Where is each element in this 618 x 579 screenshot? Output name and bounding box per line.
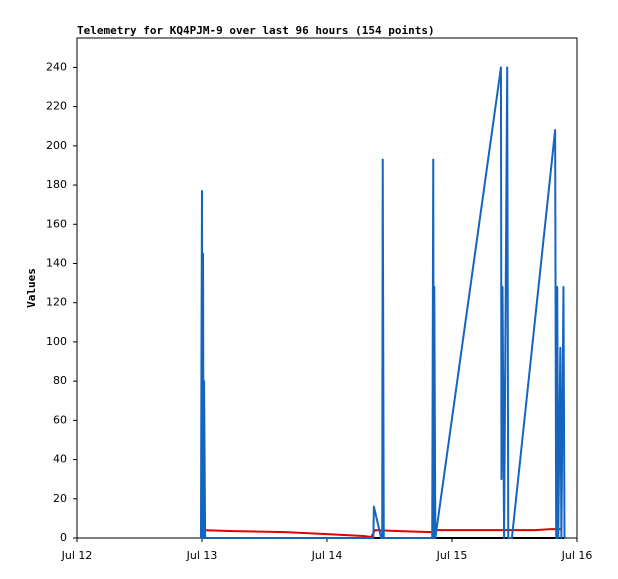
y-tick-label: 180	[46, 178, 67, 191]
y-tick-label: 100	[46, 335, 67, 348]
chart-title: Telemetry for KQ4PJM-9 over last 96 hour…	[77, 24, 435, 37]
y-tick-label: 160	[46, 217, 67, 230]
series-line	[199, 66, 566, 539]
y-tick-label: 20	[53, 492, 67, 505]
x-tick-label: Jul 12	[61, 549, 93, 562]
y-tick-label: 220	[46, 100, 67, 113]
y-tick-label: 60	[53, 413, 67, 426]
x-tick-label: Jul 16	[561, 549, 593, 562]
x-tick-label: Jul 15	[436, 549, 468, 562]
y-axis-label: Values	[25, 268, 38, 308]
y-tick-label: 0	[60, 531, 67, 544]
x-tick-label: Jul 13	[186, 549, 218, 562]
y-tick-label: 200	[46, 139, 67, 152]
y-tick-label: 80	[53, 374, 67, 387]
y-tick-label: 40	[53, 453, 67, 466]
y-tick-label: 240	[46, 60, 67, 73]
series-line	[201, 528, 562, 539]
y-tick-label: 120	[46, 296, 67, 309]
x-tick-label: Jul 14	[311, 549, 343, 562]
y-tick-label: 140	[46, 256, 67, 269]
